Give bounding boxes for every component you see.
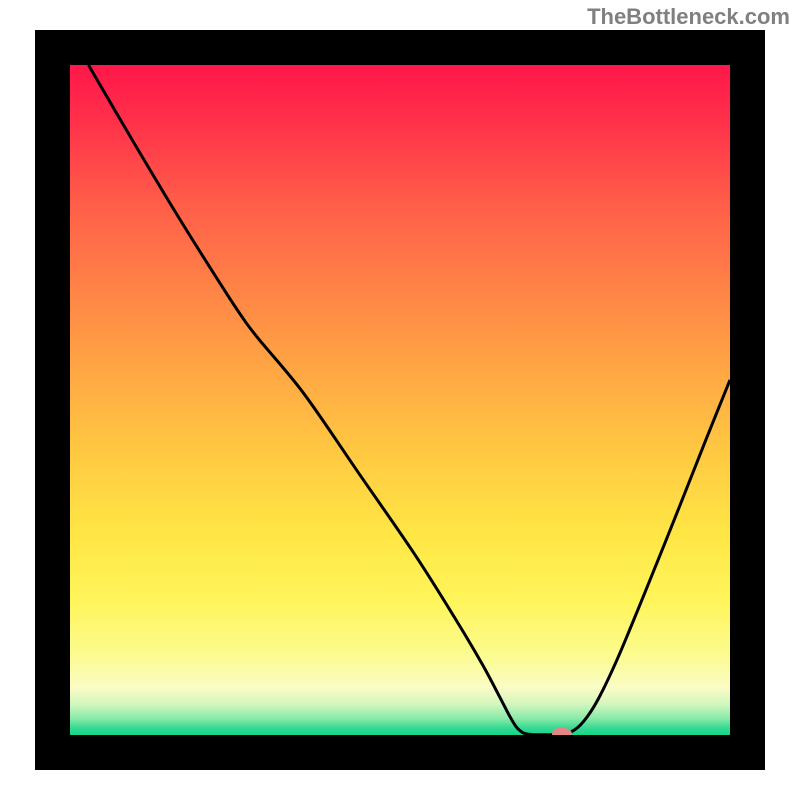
bottleneck-curve xyxy=(88,65,730,735)
watermark-text: TheBottleneck.com xyxy=(587,4,790,30)
bottleneck-chart: TheBottleneck.com xyxy=(0,0,800,800)
plot-frame xyxy=(35,30,765,770)
curve-svg xyxy=(70,65,730,735)
minimum-marker xyxy=(552,727,572,740)
